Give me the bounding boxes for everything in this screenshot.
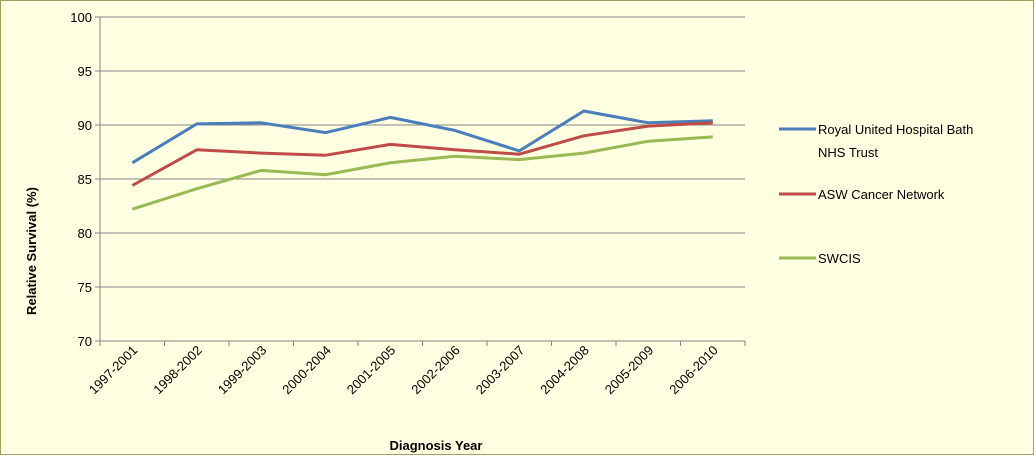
axes <box>99 17 746 346</box>
series-line <box>131 135 713 211</box>
y-axis-title: Relative Survival (%) <box>24 187 39 315</box>
legend-label: SWCIS <box>818 251 861 266</box>
x-tick-label: 2001-2005 <box>344 343 399 398</box>
y-tick-label: 75 <box>78 280 92 295</box>
gridlines <box>95 16 745 342</box>
y-tick-label: 90 <box>78 118 92 133</box>
x-tick-label: 1999-2003 <box>215 343 270 398</box>
legend: Royal United Hospital Bath NHS Trust ASW C… <box>779 122 973 266</box>
legend-label: ASW Cancer Network <box>818 187 945 202</box>
y-tick-label: 95 <box>78 64 92 79</box>
x-tick-label: 1997-2001 <box>86 343 141 398</box>
x-tick-label: 2000-2004 <box>279 343 334 398</box>
y-tick-label: 70 <box>78 334 92 349</box>
x-tick-label: 2002-2006 <box>408 343 463 398</box>
x-tick-label: 2006-2010 <box>666 343 721 398</box>
x-tick-label: 2004-2008 <box>537 343 592 398</box>
legend-label: NHS Trust <box>818 145 878 160</box>
y-tick-labels: 70 75 80 85 90 95 100 <box>70 10 92 349</box>
series-lines <box>131 109 713 211</box>
x-tick-labels: 1997-2001 1998-2002 1999-2003 2000-2004 2001… <box>86 343 721 398</box>
x-tick-label: 2003-2007 <box>473 343 528 398</box>
x-tick-label: 2005-2009 <box>602 343 657 398</box>
series-line <box>131 121 713 187</box>
y-tick-label: 100 <box>70 10 92 25</box>
y-tick-label: 85 <box>78 172 92 187</box>
x-tick-label: 1998-2002 <box>150 343 205 398</box>
legend-label: Royal United Hospital Bath <box>818 122 973 137</box>
x-axis-title: Diagnosis Year <box>390 438 483 453</box>
series-line <box>131 109 713 165</box>
y-tick-label: 80 <box>78 226 92 241</box>
